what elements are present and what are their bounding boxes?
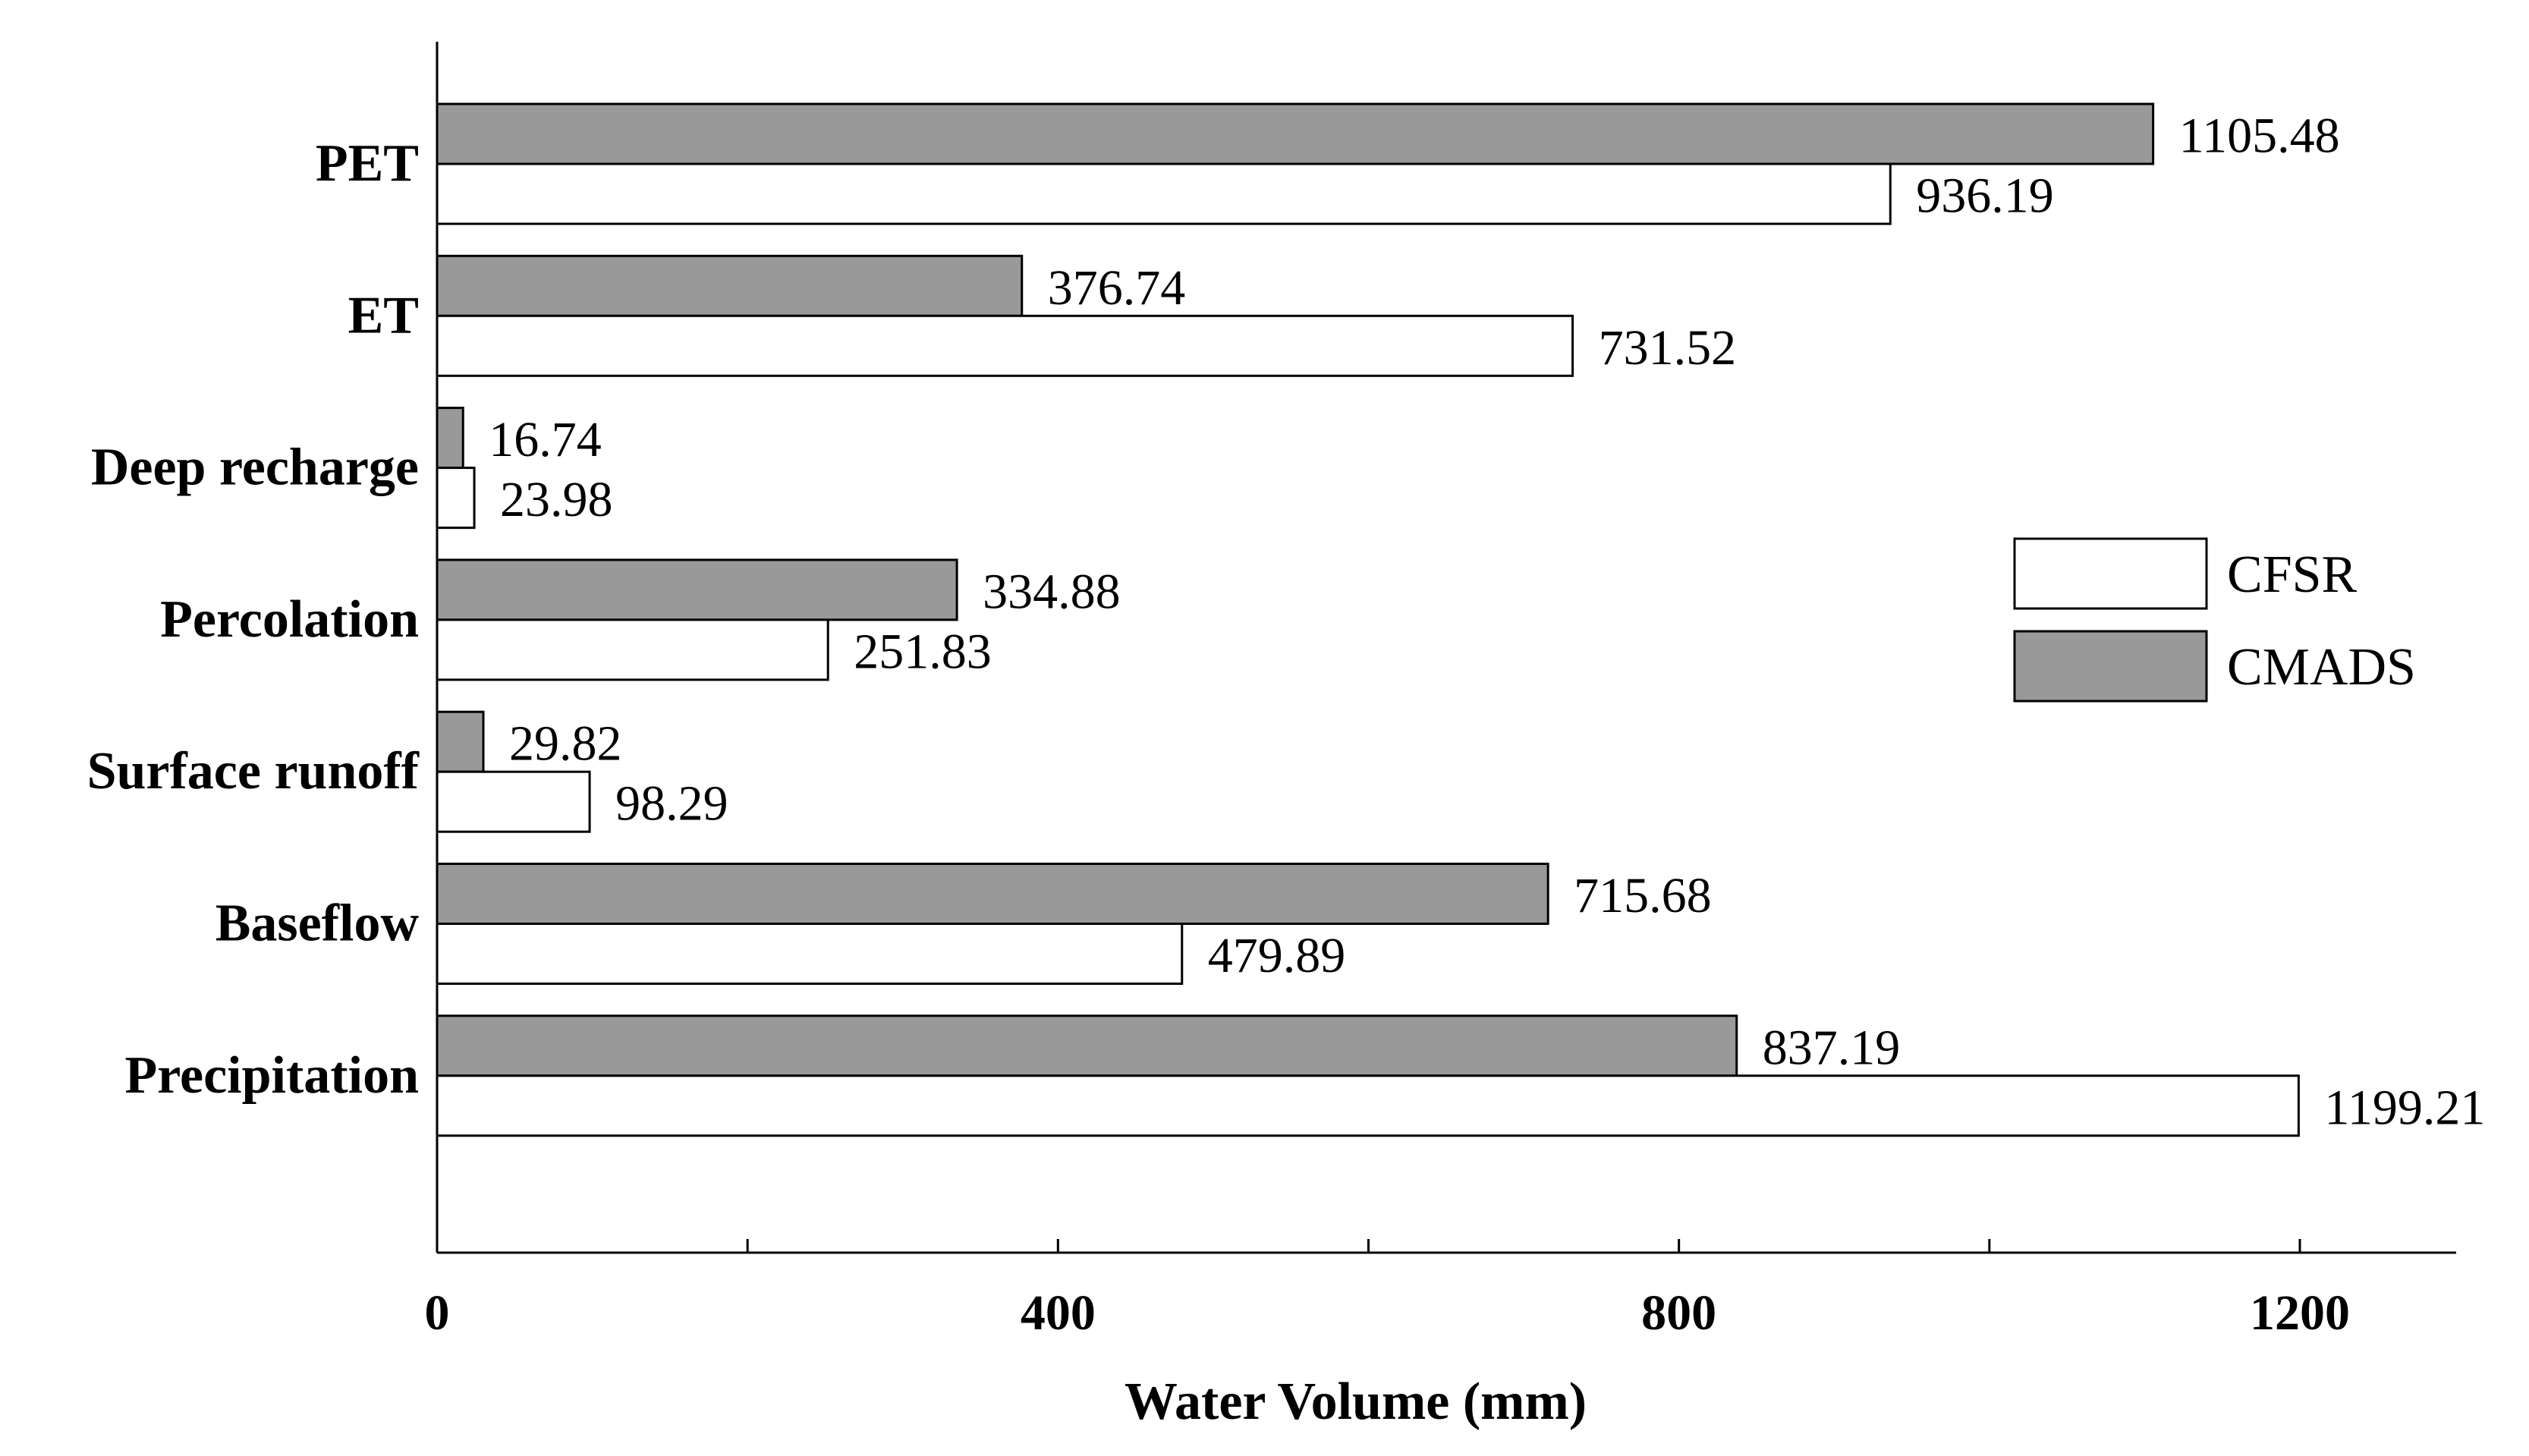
- bar-cfsr-surface-runoff: [436, 770, 591, 833]
- value-label-cmads: 29.82: [509, 716, 622, 772]
- legend-label-cfsr: CFSR: [2227, 546, 2358, 604]
- value-label-cfsr: 251.83: [854, 624, 992, 679]
- bar-cfsr-pet: [436, 162, 1892, 225]
- bar-cfsr-deep-recharge: [436, 467, 476, 530]
- value-label-cmads: 837.19: [1763, 1020, 1901, 1075]
- x-tick-label: 0: [425, 1285, 450, 1341]
- value-label-cmads: 376.74: [1048, 260, 1186, 316]
- value-label-cfsr: 98.29: [615, 776, 728, 832]
- bars: [436, 102, 2300, 1137]
- legend-label-cmads: CMADS: [2227, 638, 2416, 697]
- bar-cmads-surface-runoff: [436, 710, 485, 773]
- bar-cmads-baseflow: [436, 863, 1549, 925]
- value-label-cmads: 16.74: [489, 412, 602, 467]
- bar-cmads-percolation: [436, 558, 958, 621]
- bar-cmads-precipitation: [436, 1014, 1738, 1077]
- value-label-cmads: 715.68: [1574, 868, 1712, 923]
- value-label-cmads: 1105.48: [2179, 108, 2340, 164]
- x-ticks: 0 400 800 1200: [425, 1239, 2350, 1341]
- legend: CFSR CMADS: [2013, 537, 2416, 703]
- category-label: ET: [348, 286, 419, 344]
- bar-cmads-et: [436, 254, 1024, 317]
- category-label: Deep recharge: [91, 439, 419, 497]
- x-axis-title: Water Volume (mm): [1125, 1373, 1587, 1431]
- x-tick-label: 400: [1021, 1285, 1096, 1341]
- category-label: Surface runoff: [87, 742, 420, 800]
- category-labels: PET ET Deep recharge Percolation Surface run…: [87, 134, 420, 1105]
- bar-cmads-deep-recharge: [436, 407, 464, 470]
- category-label: Percolation: [160, 590, 419, 649]
- category-label: PET: [316, 134, 419, 193]
- value-label-cfsr: 23.98: [500, 472, 613, 527]
- value-label-cfsr: 936.19: [1916, 168, 2054, 224]
- x-tick-label: 800: [1641, 1285, 1716, 1341]
- bar-cfsr-precipitation: [436, 1074, 2300, 1137]
- legend-swatch-cfsr: [2013, 537, 2208, 610]
- legend-swatch-cmads: [2013, 630, 2208, 703]
- value-label-cmads: 334.88: [983, 564, 1121, 619]
- bar-cfsr-baseflow: [436, 923, 1184, 985]
- value-label-cfsr: 1199.21: [2324, 1080, 2485, 1135]
- value-label-cfsr: 479.89: [1208, 928, 1346, 983]
- x-tick-label: 1200: [2250, 1285, 2350, 1341]
- bar-cfsr-et: [436, 314, 1574, 377]
- bar-cfsr-percolation: [436, 618, 829, 681]
- category-label: Baseflow: [215, 895, 420, 953]
- value-label-cfsr: 731.52: [1599, 320, 1737, 376]
- bar-cmads-pet: [436, 102, 2155, 165]
- category-label: Precipitation: [124, 1046, 419, 1105]
